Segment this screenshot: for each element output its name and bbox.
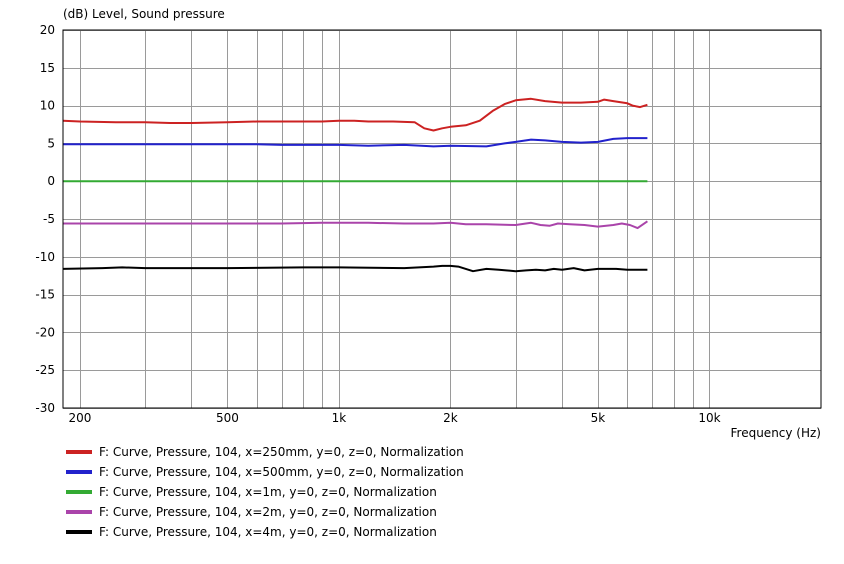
x-axis-label: Frequency (Hz) [731, 426, 822, 440]
legend-item: F: Curve, Pressure, 104, x=250mm, y=0, z… [66, 442, 464, 462]
legend-item: F: Curve, Pressure, 104, x=4m, y=0, z=0,… [66, 522, 464, 542]
y-tick-label: 5 [47, 136, 55, 150]
y-tick-label: 10 [40, 99, 55, 113]
x-tick-label: 5k [591, 411, 606, 425]
x-tick-label: 2k [443, 411, 458, 425]
y-tick-label: 15 [40, 61, 55, 75]
y-tick-label: -5 [43, 212, 55, 226]
y-tick-label: -25 [35, 363, 55, 377]
legend-label: F: Curve, Pressure, 104, x=2m, y=0, z=0,… [99, 505, 437, 519]
y-tick-label: 20 [40, 23, 55, 37]
x-tick-label: 1k [332, 411, 347, 425]
legend-label: F: Curve, Pressure, 104, x=4m, y=0, z=0,… [99, 525, 437, 539]
series-line-1 [62, 97, 648, 132]
x-tick-label: 500 [216, 411, 239, 425]
legend-label: F: Curve, Pressure, 104, x=250mm, y=0, z… [99, 445, 464, 459]
series-line-4 [63, 220, 648, 230]
legend-swatch [66, 470, 92, 474]
legend-swatch [66, 450, 92, 454]
legend-swatch [66, 510, 92, 514]
series-layer [62, 97, 648, 273]
legend-item: F: Curve, Pressure, 104, x=500mm, y=0, z… [66, 462, 464, 482]
y-tick-label: 0 [47, 174, 55, 188]
y-tick-label: -30 [35, 401, 55, 415]
x-tick-label: 200 [69, 411, 92, 425]
legend-item: F: Curve, Pressure, 104, x=1m, y=0, z=0,… [66, 482, 464, 502]
legend-swatch [66, 530, 92, 534]
series-line-2 [63, 137, 648, 148]
y-tick-label: -20 [35, 325, 55, 339]
series-line-5 [62, 264, 648, 273]
y-tick-label: -15 [35, 288, 55, 302]
plot-frame [62, 29, 822, 409]
legend-label: F: Curve, Pressure, 104, x=1m, y=0, z=0,… [99, 485, 437, 499]
x-tick-labels: 200 500 1k 2k 5k 10k [69, 411, 721, 425]
legend-label: F: Curve, Pressure, 104, x=500mm, y=0, z… [99, 465, 464, 479]
y-axis-label: (dB) Level, Sound pressure [63, 7, 225, 21]
x-tick-label: 10k [698, 411, 720, 425]
y-tick-labels: 20 15 10 5 0 -5 -10 -15 -20 -25 -30 [35, 23, 55, 415]
legend-swatch [66, 490, 92, 494]
legend: F: Curve, Pressure, 104, x=250mm, y=0, z… [66, 442, 464, 542]
y-tick-label: -10 [35, 250, 55, 264]
legend-item: F: Curve, Pressure, 104, x=2m, y=0, z=0,… [66, 502, 464, 522]
